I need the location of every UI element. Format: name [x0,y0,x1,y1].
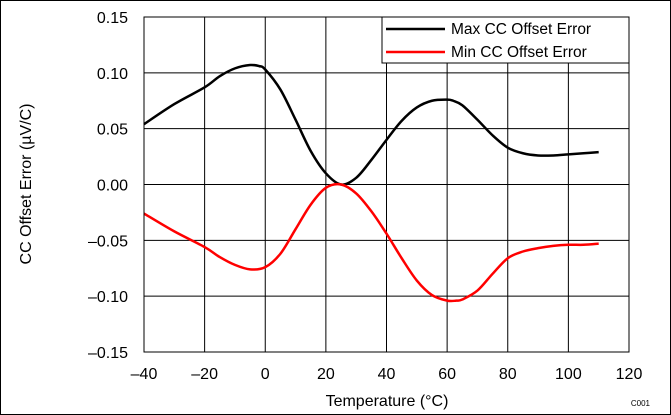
y-tick-label: 0.00 [97,178,128,195]
legend-box [381,16,630,64]
x-tick-label: 120 [616,366,643,383]
x-tick-label: –40 [131,366,158,383]
series-layer [143,63,599,303]
legend: Max CC Offset Error Min CC Offset Error [381,16,630,64]
x-tick-label: 100 [555,366,582,383]
x-tick-label: 0 [261,366,270,383]
figure-id-label: C001 [631,399,651,408]
x-tick-label: 60 [438,366,456,383]
legend-label-max: Max CC Offset Error [451,21,591,38]
x-tick-label: 40 [378,366,396,383]
y-tick-label: –0.05 [88,233,128,250]
x-tick-label: 20 [317,366,335,383]
y-tick-labels: –0.15 –0.10 –0.05 0.00 0.05 0.10 0.15 [88,10,128,362]
legend-label-min: Min CC Offset Error [451,44,587,61]
y-tick-label: 0.05 [97,122,128,139]
series-line-min [143,182,599,303]
y-tick-label: –0.15 [88,345,128,362]
y-axis-title: CC Offset Error (µV/C) [18,104,35,265]
series-line-max [143,63,599,186]
y-tick-label: –0.10 [88,289,128,306]
x-tick-label: 80 [499,366,517,383]
x-tick-label: –20 [191,366,218,383]
x-tick-labels: –40 –20 0 20 40 60 80 100 120 [131,366,643,383]
x-axis-title: Temperature (°C) [326,393,449,410]
y-tick-label: 0.10 [97,66,128,83]
y-tick-label: 0.15 [97,10,128,27]
